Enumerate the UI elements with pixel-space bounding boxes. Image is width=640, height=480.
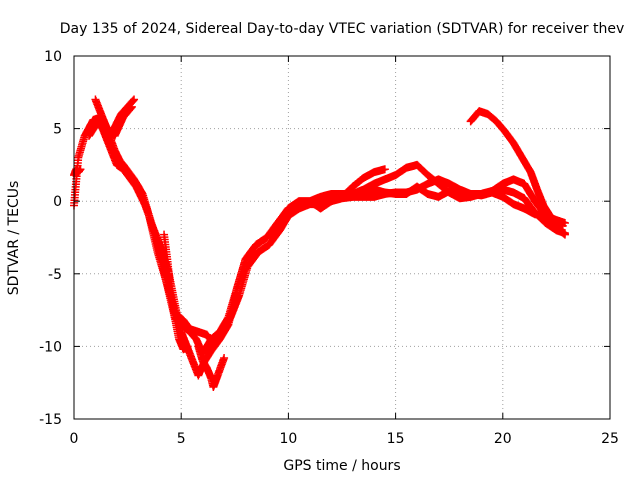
series-layer <box>70 95 569 392</box>
y-tick-label: -15 <box>39 412 62 428</box>
ticks <box>73 55 611 420</box>
series-track-7 <box>466 107 567 230</box>
x-axis-label: GPS time / hours <box>283 458 400 474</box>
x-tick-label: 10 <box>279 431 297 447</box>
y-tick-label: 10 <box>44 49 62 65</box>
x-tick-label: 0 <box>70 431 79 447</box>
plot-frame <box>73 55 611 420</box>
x-tick-label: 5 <box>177 431 186 447</box>
data-point-markers <box>359 182 569 227</box>
series-track-10 <box>85 102 136 140</box>
chart-title: Day 135 of 2024, Sidereal Day-to-day VTE… <box>60 21 624 37</box>
series-track-6 <box>359 182 569 227</box>
data-point-markers <box>466 107 567 230</box>
y-tick-label: -10 <box>39 339 62 355</box>
series-track-9 <box>194 342 229 392</box>
data-point-markers <box>85 102 136 140</box>
y-axis-label: SDTVAR / TECUs <box>6 181 22 296</box>
y-tick-label: 0 <box>53 194 62 210</box>
data-point-markers <box>160 230 192 354</box>
data-point-markers <box>194 342 229 392</box>
x-tick-label: 20 <box>494 431 512 447</box>
x-tick-label: 15 <box>387 431 405 447</box>
x-tick-label: 25 <box>601 431 619 447</box>
tick-labels: 0 5 10 15 20 25 -15 -10 -5 0 5 10 <box>39 49 619 447</box>
series-track-8 <box>160 230 192 354</box>
y-tick-label: 5 <box>53 122 62 138</box>
y-tick-label: -5 <box>48 267 62 283</box>
